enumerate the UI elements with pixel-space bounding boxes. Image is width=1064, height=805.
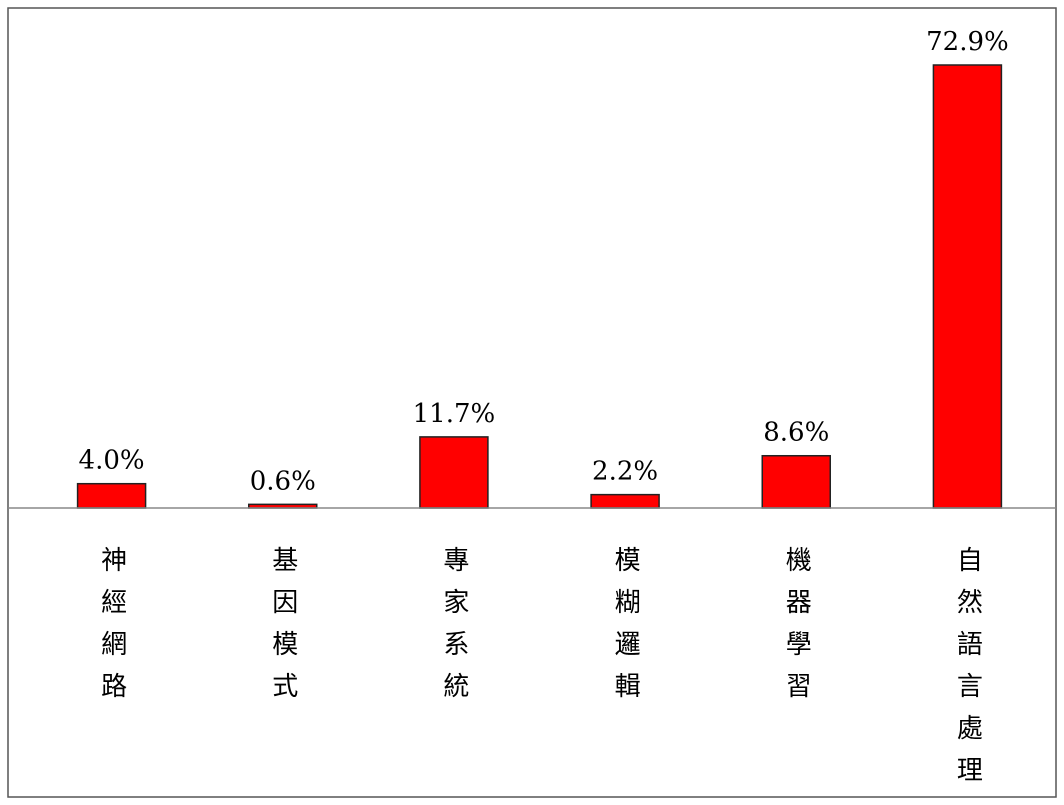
value-label: 72.9% bbox=[926, 27, 1009, 57]
x-tick-label: 神經網路 bbox=[97, 546, 127, 714]
x-tick-label: 機器學習 bbox=[781, 546, 811, 714]
chart-frame bbox=[7, 7, 1057, 798]
value-label: 4.0% bbox=[79, 446, 145, 476]
x-tick-label: 自然語言處理 bbox=[952, 546, 982, 798]
bar bbox=[590, 493, 660, 509]
value-label: 8.6% bbox=[763, 418, 829, 448]
bar bbox=[419, 436, 489, 509]
value-label: 2.2% bbox=[592, 457, 658, 487]
x-tick-label: 專家系統 bbox=[439, 546, 469, 714]
value-label: 0.6% bbox=[250, 466, 316, 496]
bar bbox=[932, 64, 1003, 509]
x-tick-label: 模糊邏輯 bbox=[610, 546, 640, 714]
bar bbox=[76, 482, 147, 509]
bar bbox=[761, 454, 831, 509]
value-label: 11.7% bbox=[413, 399, 496, 429]
x-tick-label: 基因模式 bbox=[268, 546, 298, 714]
